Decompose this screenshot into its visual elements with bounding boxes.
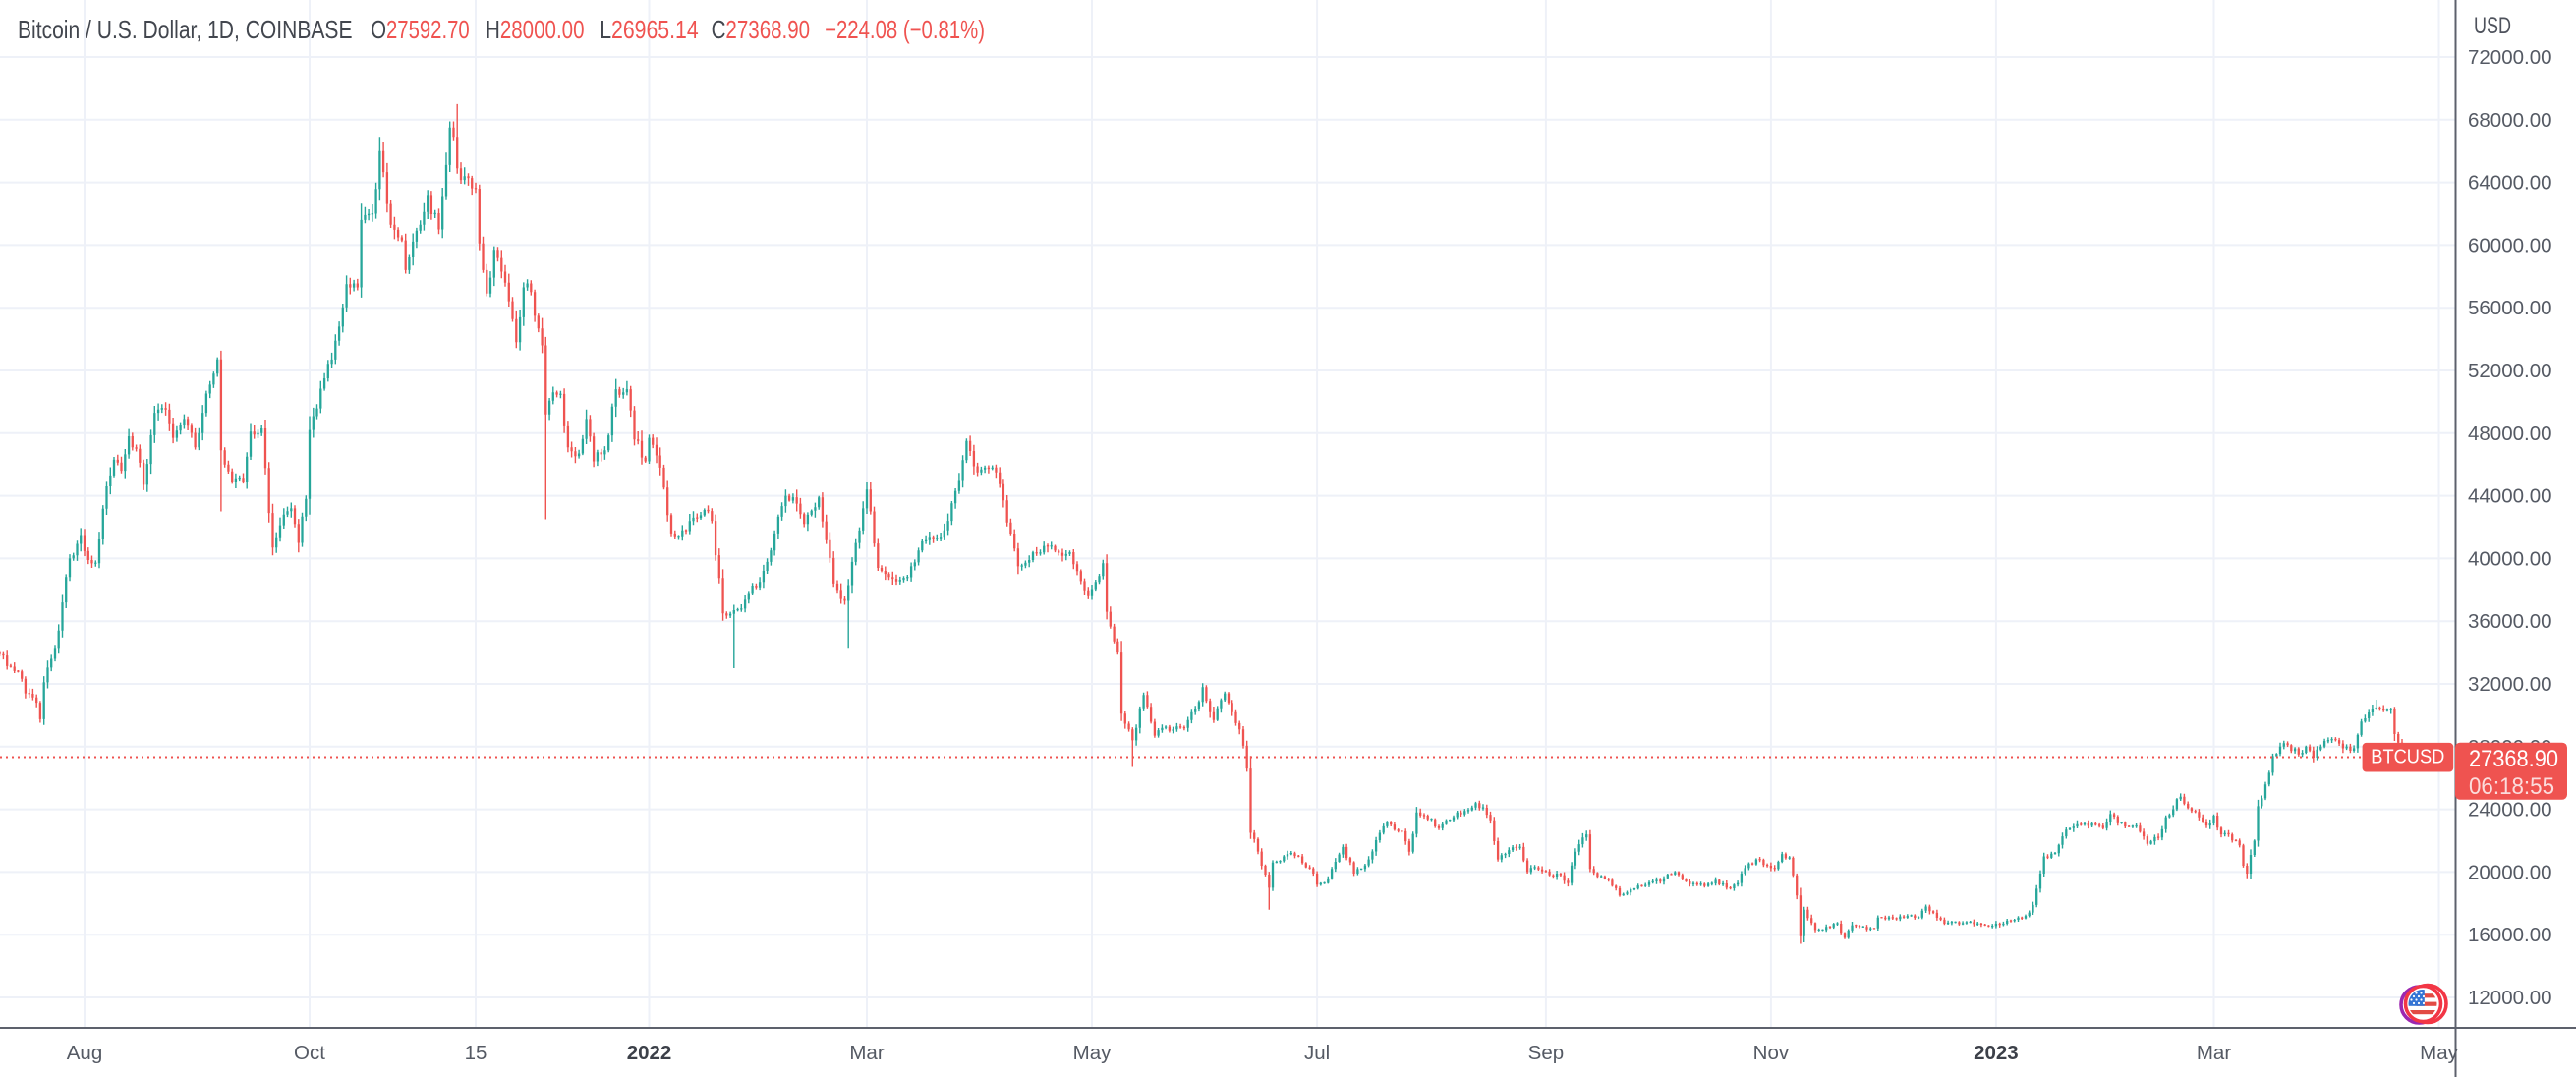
svg-text:06:18:55: 06:18:55 (2469, 773, 2554, 800)
svg-text:Oct: Oct (294, 1042, 325, 1064)
svg-text:May: May (1073, 1042, 1112, 1064)
svg-text:2023: 2023 (1974, 1042, 2019, 1064)
svg-text:32000.00: 32000.00 (2468, 673, 2552, 696)
svg-text:Mar: Mar (2197, 1042, 2231, 1064)
svg-text:C27368.90: C27368.90 (712, 15, 811, 44)
svg-text:Jul: Jul (1304, 1042, 1330, 1064)
svg-text:20000.00: 20000.00 (2468, 861, 2552, 883)
svg-text:H28000.00: H28000.00 (486, 15, 585, 44)
svg-text:48000.00: 48000.00 (2468, 423, 2552, 445)
svg-text:40000.00: 40000.00 (2468, 547, 2552, 570)
svg-text:Nov: Nov (1753, 1042, 1790, 1064)
svg-text:64000.00: 64000.00 (2468, 172, 2552, 195)
svg-text:May: May (2420, 1042, 2458, 1064)
svg-text:44000.00: 44000.00 (2468, 485, 2552, 508)
svg-text:68000.00: 68000.00 (2468, 109, 2552, 132)
svg-text:O27592.70: O27592.70 (371, 15, 470, 44)
svg-text:BTCUSD: BTCUSD (2371, 747, 2444, 768)
svg-text:16000.00: 16000.00 (2468, 924, 2552, 946)
svg-text:36000.00: 36000.00 (2468, 610, 2552, 633)
svg-text:2022: 2022 (627, 1042, 672, 1064)
svg-text:Mar: Mar (849, 1042, 884, 1064)
svg-text:27368.90: 27368.90 (2469, 746, 2558, 772)
svg-text:72000.00: 72000.00 (2468, 46, 2552, 69)
svg-text:52000.00: 52000.00 (2468, 360, 2552, 382)
svg-text:Aug: Aug (67, 1042, 102, 1064)
svg-text:12000.00: 12000.00 (2468, 987, 2552, 1009)
svg-text:−224.08 (−0.81%): −224.08 (−0.81%) (825, 15, 985, 44)
svg-text:Bitcoin / U.S. Dollar, 1D, COI: Bitcoin / U.S. Dollar, 1D, COINBASE (18, 15, 353, 44)
svg-text:56000.00: 56000.00 (2468, 297, 2552, 319)
svg-text:L26965.14: L26965.14 (600, 15, 699, 44)
svg-text:Sep: Sep (1528, 1042, 1564, 1064)
svg-text:60000.00: 60000.00 (2468, 234, 2552, 256)
svg-text:USD: USD (2474, 13, 2511, 39)
svg-text:15: 15 (465, 1042, 487, 1064)
svg-text:24000.00: 24000.00 (2468, 799, 2552, 822)
